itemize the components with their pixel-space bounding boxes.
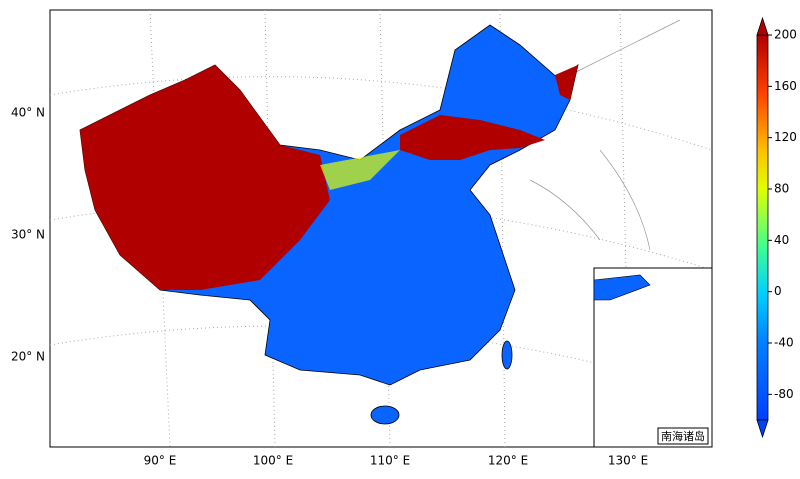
colorbar-tick-label: 40 [774,233,789,247]
china-red-north [400,115,545,160]
latitude-label: 20° N [11,350,45,364]
china-yellow [320,150,400,190]
colorbar [756,34,769,421]
colorbar-tick-label: 200 [774,28,797,42]
colorbar-extend-bottom [756,419,769,439]
inset-land [593,274,651,301]
longitude-label: 100° E [253,454,293,468]
latitude-label: 40° N [11,106,45,120]
china-red-ne [555,65,578,100]
china-red-west [80,65,330,290]
colorbar-extend-top [756,16,769,36]
colorbar-tick-label: 0 [774,284,782,298]
colorbar-tick-label: 80 [774,182,789,196]
longitude-label: 90° E [144,454,177,468]
colorbar-tick-label: -80 [774,387,794,401]
map-body: 南海诸岛 [50,10,712,447]
inset-label-box [657,427,709,445]
longitude-label: 120° E [488,454,528,468]
taiwan [501,340,513,370]
colorbar-tick-label: 160 [774,79,797,93]
longitude-label: 110° E [370,454,410,468]
hainan [370,405,400,425]
latitude-label: 30° N [11,228,45,242]
longitude-label: 130° E [608,454,648,468]
inset-label: 南海诸岛 [661,429,705,443]
colorbar-tick-label: 120 [774,130,797,144]
colorbar-tick-label: -40 [774,336,794,350]
